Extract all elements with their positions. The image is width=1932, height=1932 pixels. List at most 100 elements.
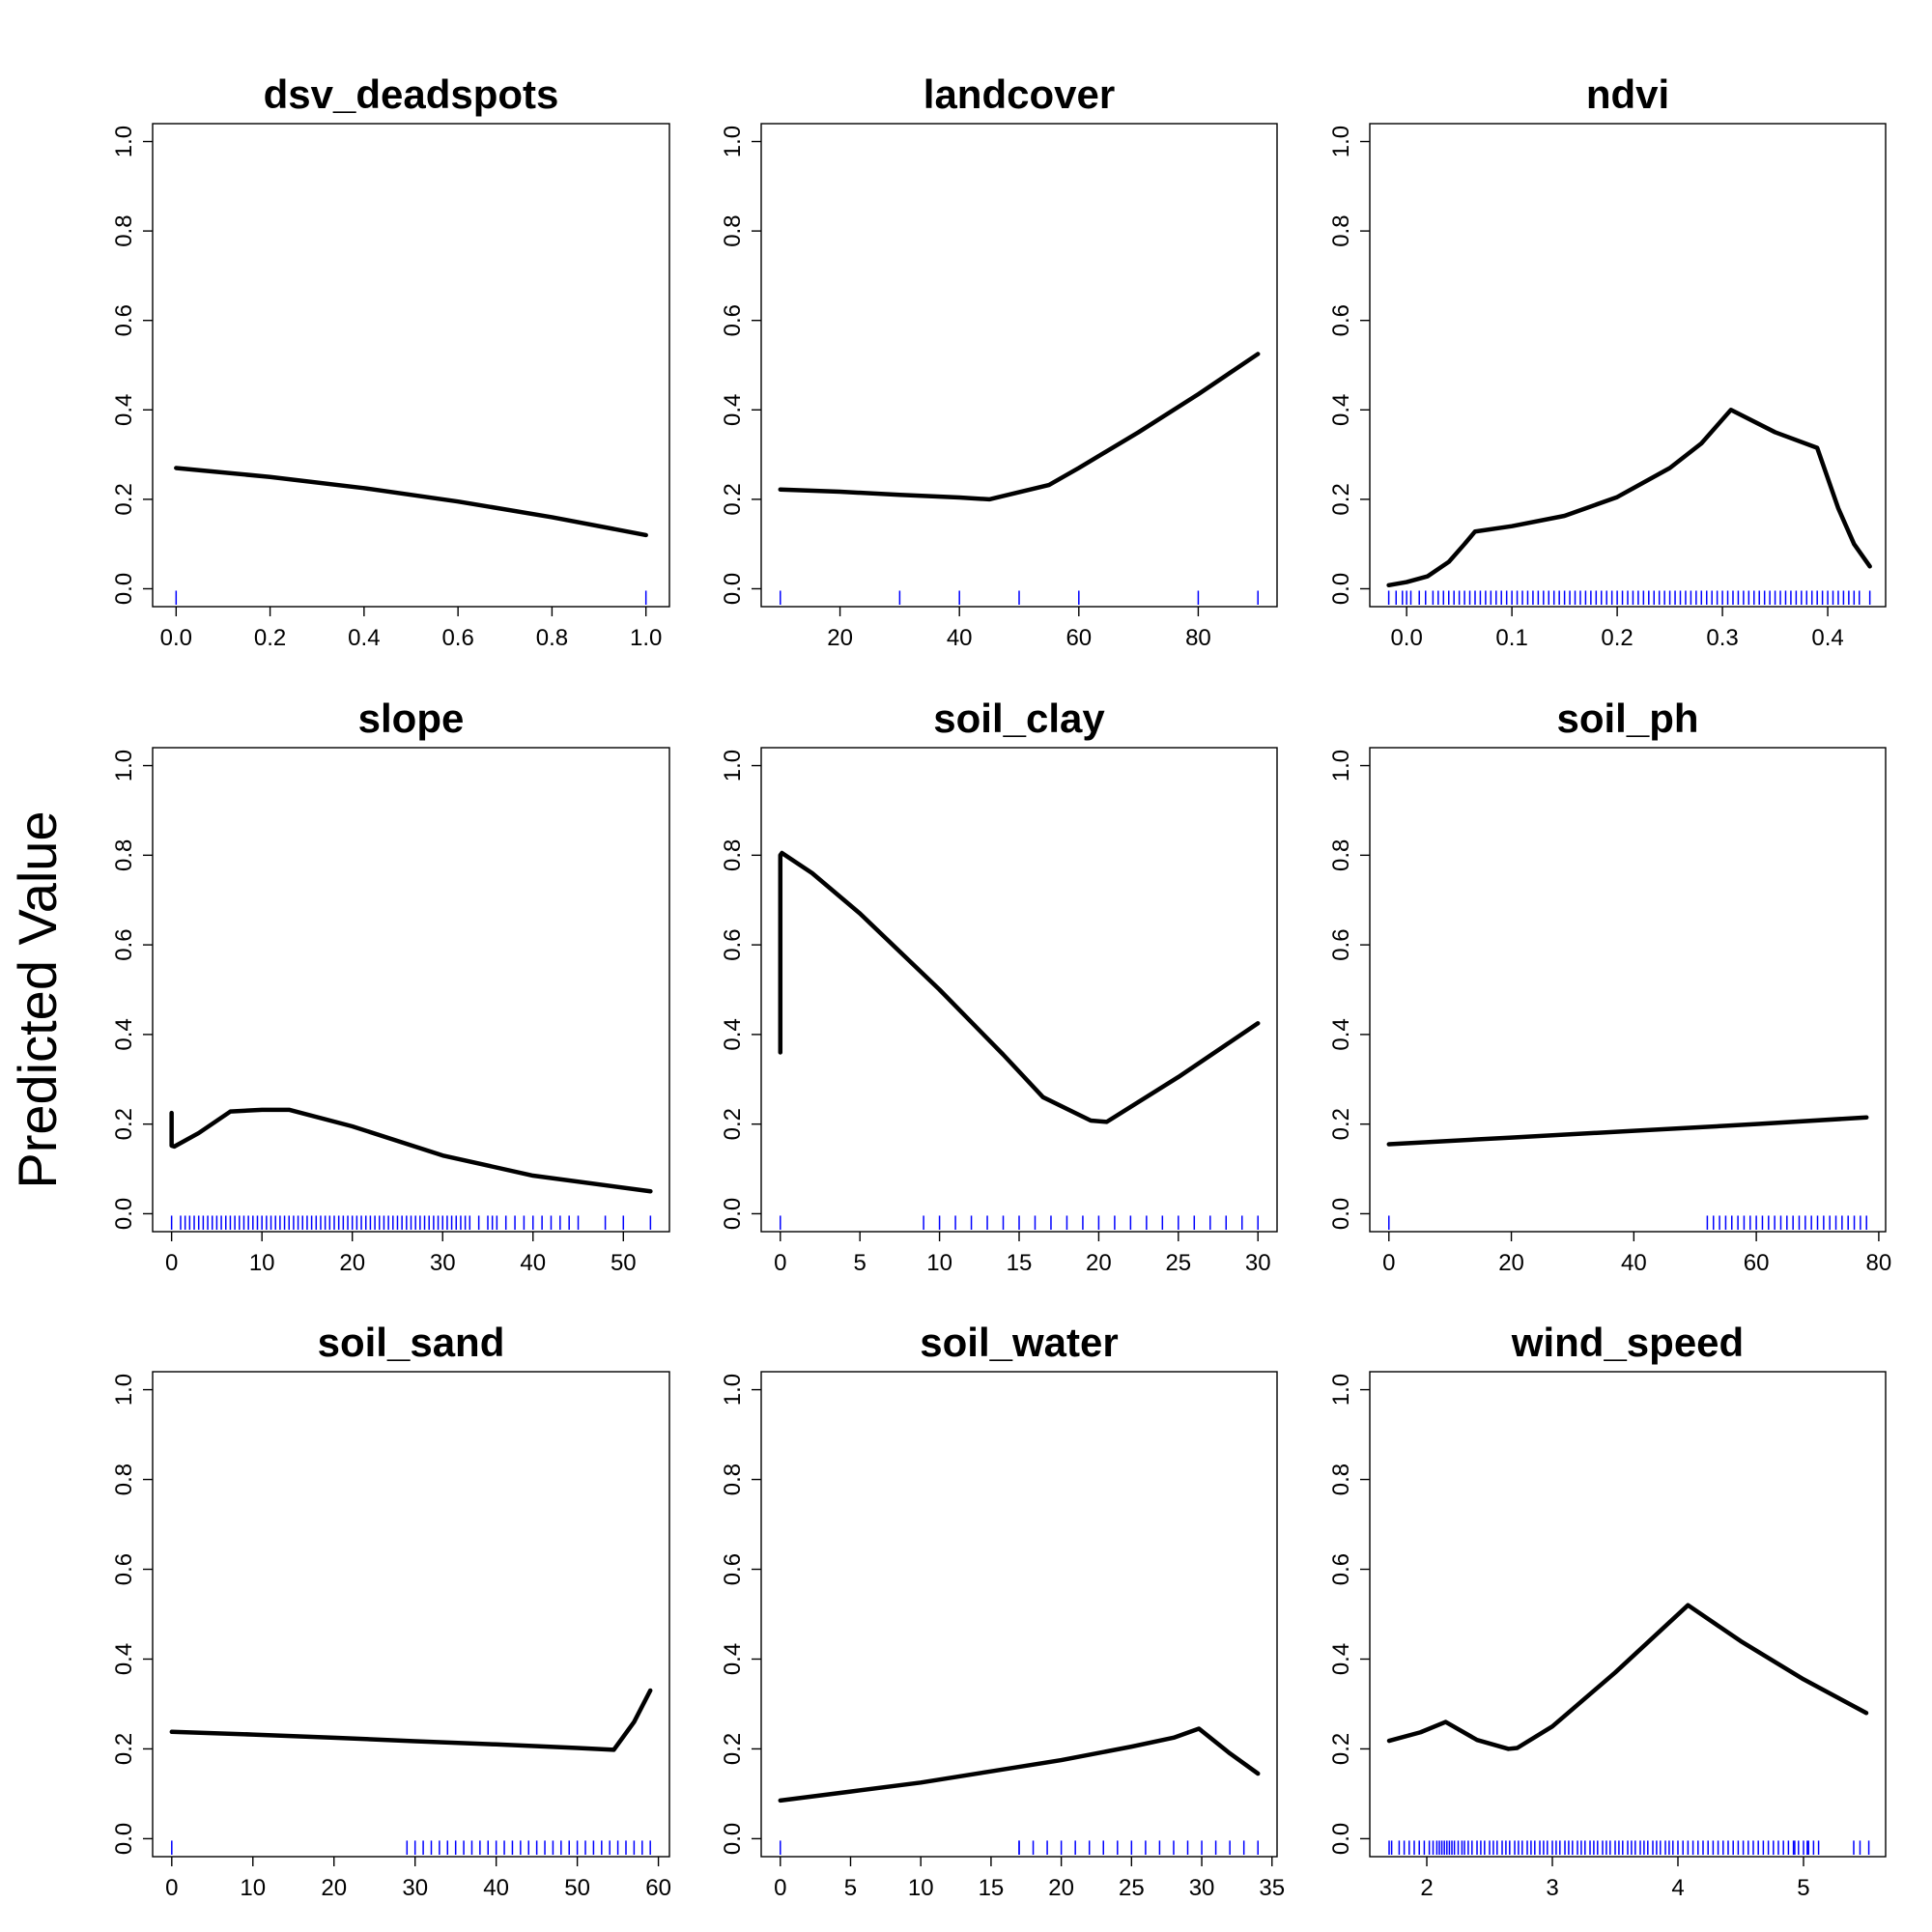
y-tick-label: 0.0	[720, 1198, 746, 1230]
y-tick-label: 0.6	[111, 1553, 137, 1585]
y-tick-label: 0.6	[111, 304, 137, 336]
x-tick-label: 20	[1048, 1875, 1074, 1901]
panel-soil_sand: soil_sand 0 10 20 30 40 50 60 0.0 0.2 0.4 0.6 0.8 1.0	[111, 1320, 671, 1901]
x-tick-label: 0.1	[1495, 625, 1527, 651]
x-tick-label: 10	[249, 1250, 275, 1276]
plot-frame	[152, 747, 670, 1233]
y-tick-label: 1.0	[720, 750, 746, 781]
plot-frame	[1369, 747, 1887, 1233]
panel-title: soil_ph	[1556, 696, 1698, 741]
y-tick-label: 0.8	[720, 214, 746, 246]
y-tick-label: 0.2	[720, 1733, 746, 1765]
x-tick-label: 20	[1086, 1250, 1112, 1276]
x-tick-label: 60	[1065, 625, 1092, 651]
x-tick-label: 0.2	[254, 625, 286, 651]
x-tick-label: 0	[774, 1875, 786, 1901]
plot-frame	[1369, 1371, 1887, 1858]
y-tick-label: 0.0	[1328, 1198, 1354, 1230]
x-tick-label: 40	[1621, 1250, 1647, 1276]
y-tick-label: 0.4	[1328, 1643, 1354, 1675]
y-tick-label: 0.0	[111, 573, 137, 605]
x-tick-label: 20	[339, 1250, 365, 1276]
panel-title: ndvi	[1586, 71, 1669, 117]
x-tick-label: 25	[1119, 1875, 1145, 1901]
plot-frame	[152, 123, 670, 608]
y-tick-label: 0.4	[1328, 394, 1354, 426]
x-tick-label: 40	[520, 1250, 546, 1276]
y-tick-label: 0.8	[720, 1463, 746, 1495]
x-tick-label: 15	[979, 1875, 1005, 1901]
x-tick-label: 20	[1498, 1250, 1524, 1276]
y-tick-label: 0.2	[111, 1733, 137, 1765]
y-tick-label: 0.8	[1328, 1463, 1354, 1495]
x-tick-label: 25	[1165, 1250, 1191, 1276]
y-tick-label: 0.0	[111, 1198, 137, 1230]
x-tick-label: 0.0	[1390, 625, 1422, 651]
plot-frame	[152, 1371, 670, 1858]
y-tick-label: 0.4	[1328, 1018, 1354, 1050]
y-tick-label: 0.0	[1328, 1823, 1354, 1855]
x-tick-label: 10	[926, 1250, 952, 1276]
y-tick-label: 0.2	[720, 1108, 746, 1140]
series-line	[1386, 1603, 1869, 1751]
x-tick-label: 30	[402, 1875, 428, 1901]
y-tick-label: 0.6	[1328, 304, 1354, 336]
x-tick-label: 80	[1866, 1250, 1892, 1276]
y-tick-label: 1.0	[720, 1374, 746, 1406]
panel-title: dsv_deadspots	[264, 71, 559, 117]
y-tick-label: 0.0	[720, 1823, 746, 1855]
y-tick-label: 0.2	[720, 483, 746, 515]
series-line	[1386, 408, 1872, 588]
y-tick-label: 0.6	[1328, 1553, 1354, 1585]
plot-frame	[1369, 123, 1887, 608]
x-tick-label: 0.2	[1601, 625, 1633, 651]
series-line	[778, 1726, 1261, 1804]
y-tick-label: 0.0	[111, 1823, 137, 1855]
y-tick-label: 0.4	[720, 394, 746, 426]
y-tick-label: 1.0	[111, 750, 137, 781]
y-tick-label: 0.6	[111, 928, 137, 960]
x-tick-label: 40	[947, 625, 973, 651]
y-tick-label: 0.0	[1328, 573, 1354, 605]
y-tick-label: 0.2	[1328, 483, 1354, 515]
series-line	[174, 466, 648, 538]
panel-title: soil_sand	[318, 1320, 505, 1365]
panel-soil_clay: soil_clay 0 5 10 15 20 25 30 0.0 0.2 0.4 0.6 0.8 1.0	[720, 696, 1278, 1276]
y-tick-label: 0.2	[111, 483, 137, 515]
plot-frame	[760, 1371, 1278, 1858]
y-tick-label: 0.8	[111, 839, 137, 871]
x-tick-label: 60	[1744, 1250, 1770, 1276]
x-tick-label: 30	[1189, 1875, 1215, 1901]
series-line	[169, 1688, 653, 1752]
x-tick-label: 5	[844, 1875, 857, 1901]
y-tick-label: 1.0	[111, 126, 137, 157]
x-tick-label: 30	[1245, 1250, 1271, 1276]
x-tick-label: 0	[165, 1875, 178, 1901]
x-tick-label: 5	[1797, 1875, 1809, 1901]
x-tick-label: 60	[645, 1875, 671, 1901]
y-tick-label: 0.8	[1328, 214, 1354, 246]
y-tick-label: 0.0	[720, 573, 746, 605]
global-y-axis-label: Predicted Value	[7, 810, 68, 1188]
y-tick-label: 1.0	[1328, 750, 1354, 781]
y-tick-label: 0.8	[111, 214, 137, 246]
x-tick-label: 30	[430, 1250, 456, 1276]
y-tick-label: 1.0	[720, 126, 746, 157]
panel-soil_water: soil_water 0 5 10 15 20 25 30 35 0.0 0.2 0.4 0.6 0.8 1…	[720, 1320, 1285, 1901]
plot-frame	[760, 123, 1278, 608]
series-line	[778, 352, 1261, 502]
y-tick-label: 0.4	[720, 1018, 746, 1050]
x-tick-label: 4	[1671, 1875, 1684, 1901]
y-tick-label: 0.8	[111, 1463, 137, 1495]
x-tick-label: 0.4	[348, 625, 380, 651]
y-tick-label: 0.8	[720, 839, 746, 871]
y-tick-label: 0.4	[720, 1643, 746, 1675]
x-tick-label: 2	[1420, 1875, 1433, 1901]
y-tick-label: 0.6	[720, 1553, 746, 1585]
y-tick-label: 0.6	[720, 304, 746, 336]
panel-ndvi: ndvi 0.0 0.1 0.2 0.3 0.4 0.0 0.2 0.4 0.6 0.8 1.0	[1328, 71, 1887, 651]
panel-title: soil_water	[920, 1320, 1118, 1365]
y-tick-label: 0.6	[720, 928, 746, 960]
y-tick-label: 0.8	[1328, 839, 1354, 871]
